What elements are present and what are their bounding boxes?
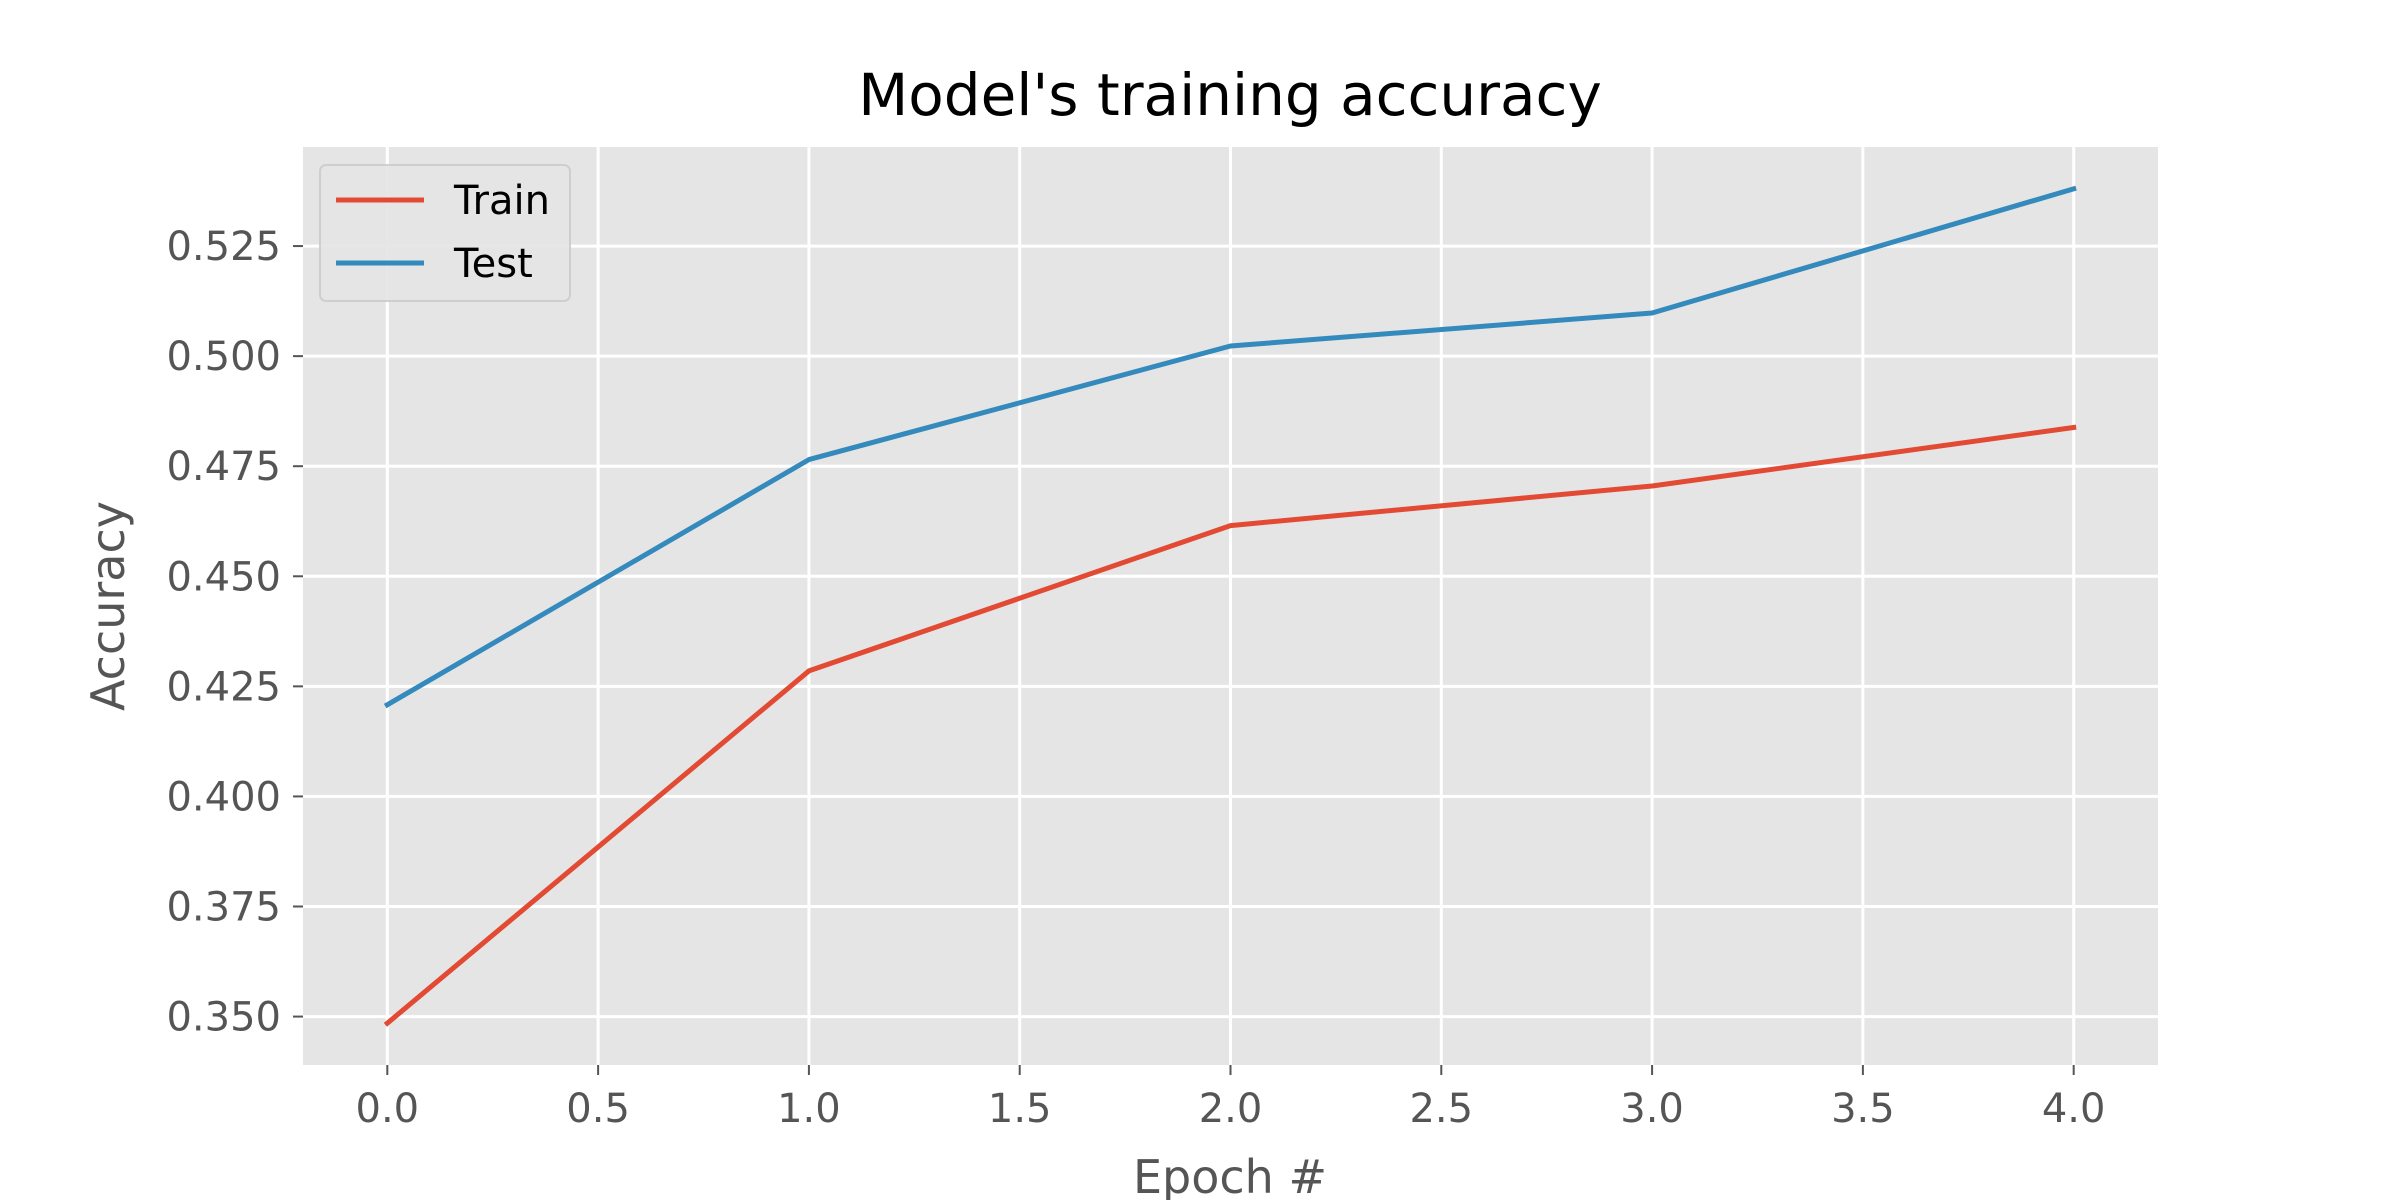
- y-tick-label: 0.350: [166, 995, 281, 1041]
- x-tick-label: 3.5: [1831, 1086, 1895, 1132]
- x-tick-label: 1.5: [988, 1086, 1052, 1132]
- y-tick-label: 0.425: [166, 664, 281, 710]
- x-tick-label: 3.0: [1620, 1086, 1684, 1132]
- x-tick-label: 2.0: [1199, 1086, 1263, 1132]
- y-tick-label: 0.475: [166, 444, 281, 490]
- x-tick-label: 0.5: [566, 1086, 630, 1132]
- legend-label-test: Test: [453, 241, 533, 287]
- x-tick-label: 1.0: [777, 1086, 841, 1132]
- x-tick-label: 4.0: [2042, 1086, 2106, 1132]
- y-tick-label: 0.500: [166, 334, 281, 380]
- y-tick-label: 0.450: [166, 554, 281, 600]
- x-tick-label: 0.0: [356, 1086, 420, 1132]
- series-line-test: [383, 185, 2077, 709]
- y-tick-label: 0.525: [166, 224, 281, 270]
- x-tick-label: 2.5: [1409, 1086, 1473, 1132]
- chart-title: Model's training accuracy: [858, 61, 1602, 129]
- series-line-train: [383, 424, 2077, 1027]
- y-axis-title: Accuracy: [81, 501, 135, 711]
- grid-lines: [303, 147, 2158, 1065]
- y-tick-label: 0.400: [166, 774, 281, 820]
- legend: Train Test: [319, 164, 571, 302]
- y-axis-ticks: 0.350 0.375 0.400 0.425 0.450 0.475 0.500 0.525: [166, 224, 303, 1041]
- x-axis-ticks: 0.0 0.5 1.0 1.5 2.0 2.5 3.0 3.5 4.0: [356, 1065, 2106, 1132]
- x-axis-title: Epoch #: [1133, 1150, 1327, 1200]
- series-lines: [383, 185, 2077, 1027]
- legend-label-train: Train: [453, 178, 550, 224]
- y-tick-label: 0.375: [166, 884, 281, 930]
